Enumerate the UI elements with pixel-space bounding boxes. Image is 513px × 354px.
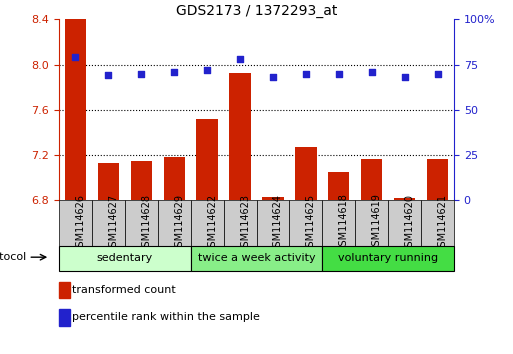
Point [269, 74, 277, 80]
Text: GSM114621: GSM114621 [438, 194, 447, 252]
Bar [388, 200, 421, 246]
Text: percentile rank within the sample: percentile rank within the sample [72, 312, 260, 322]
Bar [158, 200, 191, 246]
Text: GSM114625: GSM114625 [306, 193, 316, 253]
Point [203, 67, 211, 73]
Bar [125, 200, 158, 246]
Text: twice a week activity: twice a week activity [198, 253, 315, 263]
Point [104, 73, 112, 78]
Point [170, 69, 179, 75]
Point [236, 56, 244, 62]
Bar [59, 200, 92, 246]
Point [71, 55, 80, 60]
Text: transformed count: transformed count [72, 285, 176, 295]
Bar [295, 147, 317, 200]
Text: GSM114628: GSM114628 [141, 194, 151, 252]
Bar [164, 157, 185, 200]
Bar [59, 309, 70, 326]
Bar [322, 200, 355, 246]
Bar [65, 19, 86, 200]
Text: GSM114619: GSM114619 [372, 194, 382, 252]
Text: GSM114622: GSM114622 [207, 193, 217, 253]
Bar [394, 198, 416, 200]
Point [302, 71, 310, 76]
Title: GDS2173 / 1372293_at: GDS2173 / 1372293_at [176, 5, 337, 18]
Bar [191, 200, 224, 246]
Bar [361, 159, 382, 200]
Bar [427, 159, 448, 200]
Bar [355, 200, 388, 246]
Text: GSM114618: GSM114618 [339, 194, 349, 252]
Bar [322, 246, 454, 271]
Text: voluntary running: voluntary running [338, 253, 438, 263]
Bar [421, 200, 454, 246]
Point [137, 71, 145, 76]
Bar [256, 200, 289, 246]
Text: GSM114623: GSM114623 [240, 194, 250, 252]
Text: protocol: protocol [0, 252, 27, 262]
Bar [328, 172, 349, 200]
Bar [97, 163, 119, 200]
Text: GSM114624: GSM114624 [273, 194, 283, 252]
Bar [262, 196, 284, 200]
Point [368, 69, 376, 75]
Text: sedentary: sedentary [97, 253, 153, 263]
Bar [92, 200, 125, 246]
Bar [289, 200, 322, 246]
Bar [59, 246, 191, 271]
Bar [224, 200, 256, 246]
Point [401, 74, 409, 80]
Bar [131, 160, 152, 200]
Point [334, 71, 343, 76]
Bar [59, 281, 70, 298]
Text: GSM114627: GSM114627 [108, 193, 119, 253]
Text: GSM114620: GSM114620 [405, 194, 415, 252]
Text: GSM114629: GSM114629 [174, 194, 184, 252]
Bar [196, 119, 218, 200]
Text: GSM114626: GSM114626 [75, 194, 86, 252]
Bar [191, 246, 322, 271]
Bar [229, 73, 251, 200]
Point [433, 71, 442, 76]
